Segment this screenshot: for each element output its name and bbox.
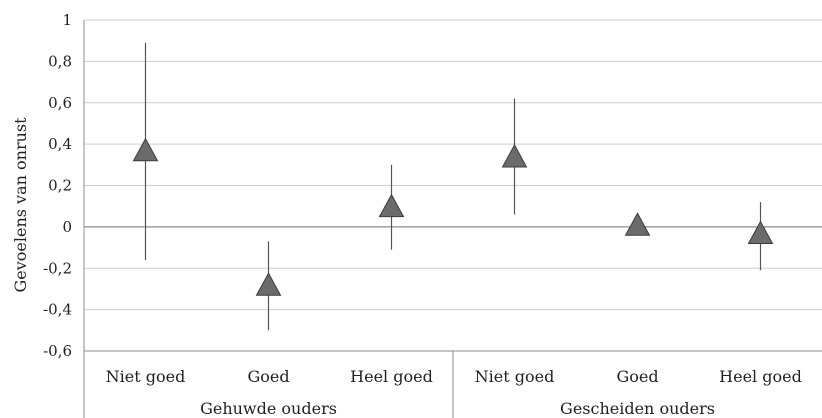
category-label: Niet goed — [106, 367, 186, 386]
group-labels: Gehuwde ouders Gescheiden ouders — [200, 399, 715, 418]
y-tick-labels: 1 0,8 0,6 0,4 0,2 0 -0,2 -0,4 -0,6 — [43, 11, 72, 360]
y-tick-label: -0,2 — [43, 259, 72, 277]
category-label: Niet goed — [475, 367, 555, 386]
axes — [83, 20, 822, 418]
error-bars — [144, 42, 762, 331]
y-tick-label: 0,4 — [48, 135, 72, 153]
category-labels: Niet goed Goed Heel goed Niet goed Goed Heel … — [106, 367, 802, 386]
data-point-marker — [747, 220, 774, 245]
y-tick-label: -0,6 — [43, 342, 72, 360]
category-label: Goed — [247, 367, 289, 386]
gridlines — [84, 19, 822, 352]
y-tick-label: -0,4 — [43, 301, 72, 319]
data-point-marker — [132, 137, 159, 162]
y-tick-label: 0,2 — [48, 177, 72, 195]
y-tick-label: 0,6 — [48, 94, 72, 112]
data-point-marker — [378, 193, 405, 218]
y-tick-label: 1 — [62, 11, 72, 29]
category-label: Heel goed — [719, 367, 802, 386]
y-tick-label: 0,8 — [48, 52, 72, 70]
category-label: Heel goed — [350, 367, 433, 386]
y-axis-title: Gevoelens van onrust — [11, 117, 30, 293]
group-label: Gescheiden ouders — [560, 399, 715, 418]
group-label: Gehuwde ouders — [200, 399, 337, 418]
data-point-marker — [624, 212, 651, 236]
y-tick-label: 0 — [62, 218, 72, 236]
data-point-marker — [501, 143, 528, 168]
markers — [132, 137, 774, 296]
category-label: Goed — [616, 367, 658, 386]
data-point-marker — [255, 272, 282, 296]
